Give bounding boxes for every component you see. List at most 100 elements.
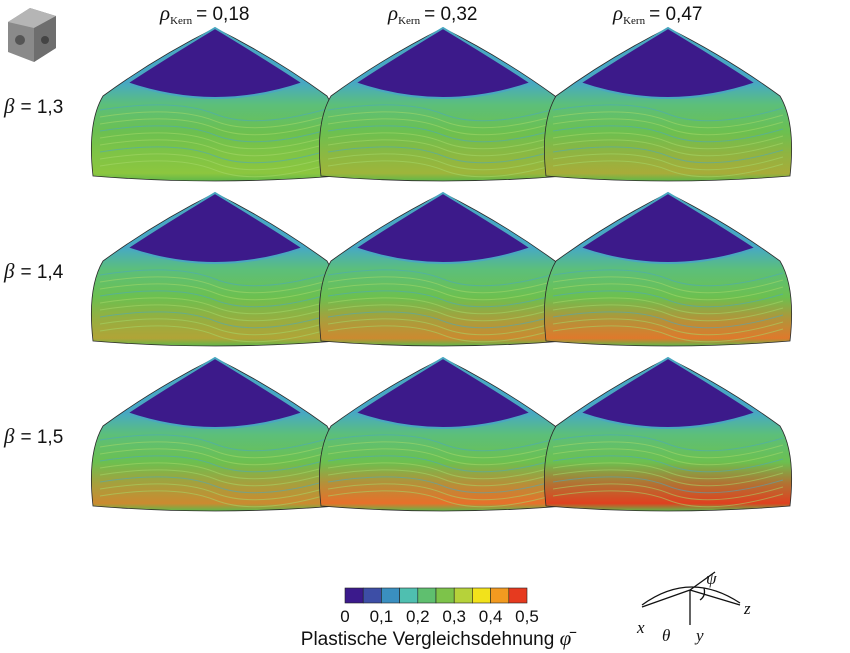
texture-stripe	[327, 441, 559, 459]
component-icon	[8, 8, 56, 62]
texture-stripe	[99, 448, 331, 466]
dome-cap	[124, 26, 306, 99]
colorbar	[344, 587, 528, 604]
dome-cap	[577, 191, 759, 264]
colorbar-segment	[362, 587, 382, 604]
column-subscript: Kern	[170, 15, 192, 27]
column-symbol: ρ	[159, 1, 170, 25]
colorbar-label: Plastische Vergleichsdehnung φ̄	[301, 626, 577, 650]
texture-stripe	[99, 483, 331, 501]
colorbar-segment	[508, 587, 528, 604]
simulation-result	[90, 356, 340, 512]
simulation-result	[90, 26, 340, 182]
texture-stripe	[99, 441, 331, 459]
row-label: β = 1,3	[3, 94, 63, 118]
texture-stripe	[552, 462, 784, 480]
texture-stripe	[552, 318, 784, 336]
texture-stripe	[552, 111, 784, 129]
texture-stripe	[327, 269, 559, 287]
texture-stripe	[99, 318, 331, 336]
dome-cap	[352, 26, 534, 99]
texture-stripe	[552, 434, 784, 452]
texture-stripe	[552, 297, 784, 315]
colorbar-segment	[453, 587, 473, 604]
colorbar-tick-label: 0	[340, 607, 349, 626]
texture-stripe	[552, 448, 784, 466]
texture-stripe	[327, 111, 559, 129]
texture-stripe	[552, 153, 784, 171]
colorbar-tick-label: 0,3	[442, 607, 466, 626]
texture-stripe	[327, 104, 559, 122]
texture-stripe	[99, 125, 331, 143]
texture-stripe	[99, 111, 331, 129]
column-subscript: Kern	[623, 15, 645, 27]
row-symbol: β	[3, 424, 15, 448]
column-symbol: ρ	[612, 1, 623, 25]
texture-stripe	[552, 455, 784, 473]
dome-cap	[577, 356, 759, 429]
texture-stripe	[552, 160, 784, 178]
texture-stripe	[327, 125, 559, 143]
dome-cap	[352, 356, 534, 429]
texture-stripe	[327, 318, 559, 336]
texture-stripe	[552, 139, 784, 157]
texture-stripe	[99, 304, 331, 322]
colorbar-tick-label: 0,2	[406, 607, 430, 626]
texture-stripe	[552, 469, 784, 487]
coordinate-triad	[641, 571, 741, 625]
angle-theta: θ	[662, 626, 670, 645]
simulation-result	[543, 26, 793, 182]
colorbar-tick-label: 0,4	[479, 607, 503, 626]
simulation-result	[318, 26, 568, 182]
texture-stripe	[327, 490, 559, 508]
texture-stripe	[552, 118, 784, 136]
texture-stripe	[552, 441, 784, 459]
texture-stripe	[327, 276, 559, 294]
colorbar-tick-label: 0,5	[515, 607, 539, 626]
axis-y: y	[694, 626, 704, 645]
texture-stripe	[327, 283, 559, 301]
texture-stripe	[99, 476, 331, 494]
texture-stripe	[327, 139, 559, 157]
texture-stripe	[552, 132, 784, 150]
colorbar-label-text: Plastische Vergleichsdehnung	[301, 629, 555, 650]
texture-stripe	[99, 455, 331, 473]
texture-stripe	[327, 132, 559, 150]
texture-stripe	[327, 434, 559, 452]
row-value: = 1,4	[20, 262, 63, 283]
texture-stripe	[99, 146, 331, 164]
texture-stripe	[552, 104, 784, 122]
texture-stripe	[327, 297, 559, 315]
texture-stripe	[99, 139, 331, 157]
texture-stripe	[99, 325, 331, 343]
colorbar-segment	[381, 587, 400, 604]
texture-stripe	[327, 455, 559, 473]
row-symbol: β	[3, 259, 15, 283]
dome-cap	[124, 191, 306, 264]
texture-stripe	[552, 325, 784, 343]
texture-stripe	[99, 283, 331, 301]
simulation-result	[90, 191, 340, 347]
texture-stripe	[552, 283, 784, 301]
axis-x: x	[636, 618, 645, 637]
column-subscript: Kern	[398, 15, 420, 27]
simulation-result	[543, 191, 793, 347]
column-value: = 0,18	[196, 4, 249, 25]
texture-stripe	[99, 160, 331, 178]
row-value: = 1,5	[20, 427, 63, 448]
texture-stripe	[327, 146, 559, 164]
column-label: ρKern = 0,18	[159, 1, 249, 27]
row-label: β = 1,5	[3, 424, 63, 448]
simulation-result	[318, 356, 568, 512]
texture-stripe	[552, 476, 784, 494]
simulation-result	[543, 356, 793, 512]
texture-stripe	[327, 448, 559, 466]
texture-stripe	[552, 276, 784, 294]
texture-stripe	[99, 490, 331, 508]
row-label: β = 1,4	[3, 259, 64, 283]
texture-stripe	[327, 311, 559, 329]
texture-stripe	[99, 297, 331, 315]
texture-stripe	[99, 290, 331, 308]
texture-stripe	[99, 462, 331, 480]
texture-stripe	[327, 325, 559, 343]
